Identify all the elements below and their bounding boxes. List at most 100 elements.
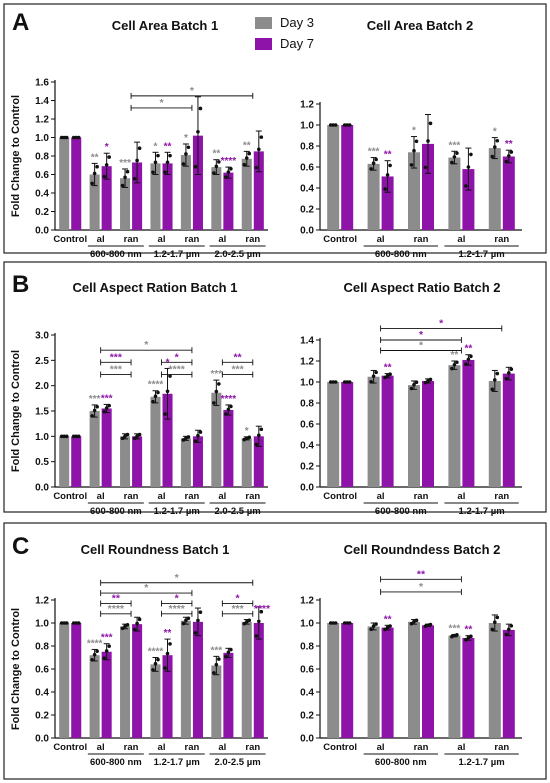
data-point xyxy=(224,175,228,179)
bracket-label: ** xyxy=(417,568,426,580)
panels-layer: A B C Cell Area Batch 1 0.0 0.2 0.4 0.6 0.8 1.0 1.… xyxy=(3,3,547,780)
data-point xyxy=(71,621,76,625)
y-tick-label: 1.2 xyxy=(35,596,49,607)
x-tick-label: al xyxy=(218,491,226,502)
bar-s1-c0 xyxy=(59,436,70,487)
data-point xyxy=(156,657,160,662)
y-tick-label: 2.0 xyxy=(35,381,49,392)
data-point xyxy=(369,627,373,632)
bracket-label: **** xyxy=(108,603,125,615)
bar-s2-c1 xyxy=(101,651,112,738)
data-point xyxy=(495,615,500,620)
chart-title: Cell Area Batch 2 xyxy=(367,18,473,33)
data-point xyxy=(151,399,155,404)
bar-s2-c3 xyxy=(162,655,173,738)
x-tick-label: ran xyxy=(124,491,139,502)
y-axis-label: Fold Change to Control xyxy=(10,350,22,472)
significance-label: * xyxy=(245,426,249,437)
data-point xyxy=(120,183,125,188)
bar-s1-c4 xyxy=(180,438,191,487)
bar-s1-c3 xyxy=(448,365,461,487)
data-point xyxy=(229,404,233,409)
group-label: 600-800 nm xyxy=(90,506,142,517)
bar-s2-c2 xyxy=(422,625,434,738)
data-point xyxy=(383,187,387,191)
data-point xyxy=(198,430,203,434)
y-tick-label: 1.2 xyxy=(35,115,49,126)
x-tick-label: ran xyxy=(245,234,260,245)
significance-label: *** xyxy=(89,394,101,405)
y-tick-label: 0.2 xyxy=(300,711,314,722)
bar-s2-c0 xyxy=(71,137,82,230)
data-point xyxy=(345,123,350,127)
legend-label-day7: Day 7 xyxy=(280,36,314,51)
data-point xyxy=(412,148,416,153)
data-point xyxy=(92,408,97,413)
data-point xyxy=(342,621,347,625)
chart-title: Cell Roundness Batch 1 xyxy=(81,542,230,557)
y-tick-label: 1.0 xyxy=(35,619,49,630)
x-tick-label: al xyxy=(377,742,385,753)
x-tick-label: al xyxy=(158,491,166,502)
bar-s1-c0 xyxy=(327,623,340,738)
data-point xyxy=(383,375,387,380)
y-tick-label: 0.0 xyxy=(300,734,314,745)
data-point xyxy=(490,387,495,392)
bar-s1-c1 xyxy=(367,626,380,738)
bar-s1-c2 xyxy=(120,178,131,230)
data-point xyxy=(412,382,416,387)
data-point xyxy=(333,123,338,127)
significance-label: **** xyxy=(148,647,164,658)
x-tick-label: ran xyxy=(185,234,200,245)
y-tick-label: 0.6 xyxy=(35,665,49,676)
x-tick-label: Control xyxy=(53,491,87,502)
group-label: 1.2-1.7 µm xyxy=(154,249,200,260)
bar-s1-c6 xyxy=(241,158,252,230)
x-tick-label: Control xyxy=(53,234,87,245)
y-tick-label: 1.2 xyxy=(300,357,314,368)
data-point xyxy=(76,135,81,140)
legend-item-day3: Day 3 xyxy=(255,15,314,30)
x-tick-label: ran xyxy=(245,491,260,502)
bar-s1-c3 xyxy=(448,635,461,738)
bar-s2-c0 xyxy=(71,623,82,738)
data-point xyxy=(163,412,167,416)
x-tick-label: ran xyxy=(245,742,260,753)
group-label: 1.2-1.7 µm xyxy=(459,249,505,260)
data-point xyxy=(153,394,158,399)
data-point xyxy=(509,367,514,371)
group-label: 1.2-1.7 µm xyxy=(154,506,200,517)
data-point xyxy=(242,162,247,167)
bar-s1-c0 xyxy=(59,623,70,738)
y-tick-label: 0.4 xyxy=(35,189,49,200)
data-point xyxy=(151,668,155,672)
bar-s2-c1 xyxy=(381,375,394,487)
y-tick-label: 0.8 xyxy=(35,152,49,163)
data-point xyxy=(328,123,333,127)
data-point xyxy=(371,374,376,378)
bar-s2-c4 xyxy=(192,135,203,230)
bracket-label: **** xyxy=(169,603,186,615)
bar-s1-c6 xyxy=(241,438,252,487)
data-point xyxy=(464,362,468,366)
legend: Day 3 Day 7 xyxy=(255,15,314,51)
data-point xyxy=(132,176,137,181)
x-tick-label: al xyxy=(377,234,385,245)
data-point xyxy=(102,656,106,660)
bar-s2-c0 xyxy=(341,125,354,230)
data-point xyxy=(59,621,64,625)
bar-s1-c5 xyxy=(211,392,222,487)
bracket-label: * xyxy=(175,592,180,604)
significance-label: ** xyxy=(212,149,220,160)
bar-s2-c1 xyxy=(381,627,394,738)
data-point xyxy=(62,135,66,140)
data-point xyxy=(181,438,186,442)
chart-title: Cell Roundndess Batch 2 xyxy=(344,542,501,557)
y-tick-label: 1.0 xyxy=(35,432,49,443)
data-point xyxy=(64,135,69,140)
bar-s2-c2 xyxy=(422,143,434,230)
data-point xyxy=(217,160,221,164)
data-point xyxy=(331,380,336,384)
bar-s2-c2 xyxy=(132,624,143,738)
data-point xyxy=(125,169,130,174)
